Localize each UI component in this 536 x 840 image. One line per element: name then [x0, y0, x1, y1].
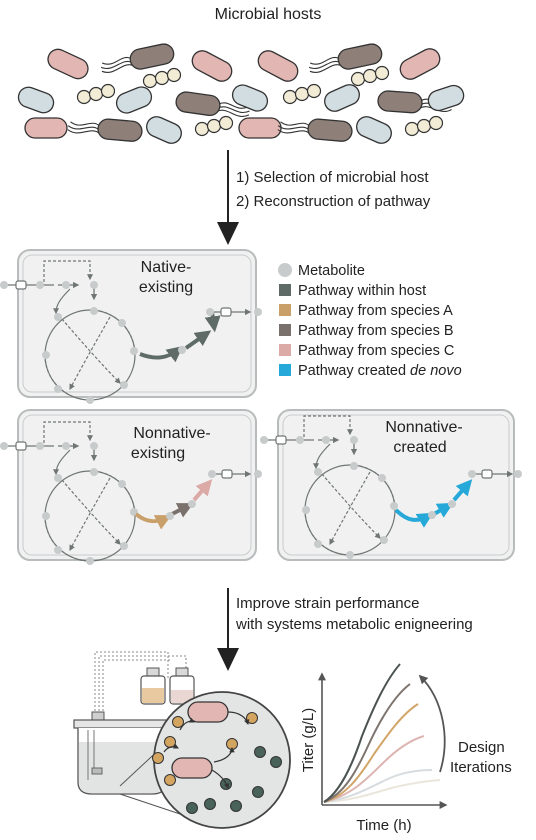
cell-native-title-line2: existing [139, 279, 193, 296]
legend-label-5: Pathway created de novo [298, 363, 462, 379]
cell-nonnative-existing [0, 409, 262, 565]
legend-label-3: Pathway from species B [298, 323, 454, 339]
flagellated-bacterium [276, 115, 354, 143]
legend-swatch-3 [279, 324, 291, 336]
cell-nonnative-existing-title-line2: existing [131, 445, 185, 462]
media-bottle [169, 667, 195, 705]
rod-bacterium-pink [188, 46, 236, 86]
cocci-chain [142, 67, 182, 89]
legend-label-0: Metabolite [298, 263, 365, 279]
cell-nonnative-existing-title-line1: Nonnative- [133, 425, 210, 442]
titer-plot [318, 663, 448, 809]
cocci-chain [404, 115, 444, 137]
rod-bacterium-blue [112, 83, 156, 117]
legend-label-4: Pathway from species C [298, 343, 454, 359]
legend-swatch-1 [279, 284, 291, 296]
rod-bacterium-blue [15, 83, 57, 117]
rod-bacterium-pink [44, 45, 92, 83]
plot-y-axis-label: Titer (g/L) [300, 708, 317, 772]
step-arrow-2 [217, 588, 239, 671]
cell-native-existing [0, 249, 262, 404]
improve-label-line2: with systems metabolic enigneering [235, 616, 473, 633]
legend-swatch-5 [279, 364, 291, 376]
rod-bacterium-blue [142, 112, 186, 148]
plot-x-axis-label: Time (h) [356, 817, 411, 834]
legend: Metabolite Pathway within host Pathway fro… [278, 263, 462, 379]
flagellated-bacterium [66, 115, 144, 143]
cocci-chain [350, 65, 390, 87]
cocci-chain [282, 83, 322, 105]
legend-label-2: Pathway from species A [298, 303, 453, 319]
hosts-title: Microbial hosts [215, 6, 322, 23]
rod-bacterium-blue [425, 82, 467, 114]
legend-label-1: Pathway within host [298, 283, 426, 299]
plot-annotation-line1: Design [458, 739, 505, 756]
step-arrow-1 [217, 150, 239, 245]
cell-nonnative-created-title-line2: created [393, 439, 446, 456]
cocci-chain [194, 115, 234, 137]
legend-swatch-2 [279, 304, 291, 316]
cell-nonnative-created [260, 409, 522, 561]
step-1-label: 1) Selection of microbial host [236, 169, 429, 186]
rod-bacterium-pink [24, 117, 68, 139]
rod-bacterium-pink [238, 117, 282, 139]
cell-nonnative-created-title-line1: Nonnative- [385, 419, 462, 436]
rod-bacterium-blue [352, 112, 396, 148]
rod-bacterium-pink [254, 46, 302, 86]
legend-swatch-4 [279, 344, 291, 356]
microbial-hosts-illustration [15, 41, 467, 148]
legend-swatch-0 [278, 263, 292, 277]
cell-native-title-line1: Native- [141, 259, 192, 276]
cocci-chain [76, 83, 116, 105]
plot-annotation-line2: Iterations [450, 759, 512, 776]
zoom-inset [119, 691, 291, 829]
rod-bacterium-blue [228, 81, 272, 115]
rod-bacterium-pink [396, 44, 444, 84]
improve-label-line1: Improve strain performance [236, 595, 419, 612]
step-2-label: 2) Reconstruction of pathway [236, 193, 431, 210]
media-bottle [140, 667, 166, 705]
rod-bacterium-blue [320, 80, 364, 116]
